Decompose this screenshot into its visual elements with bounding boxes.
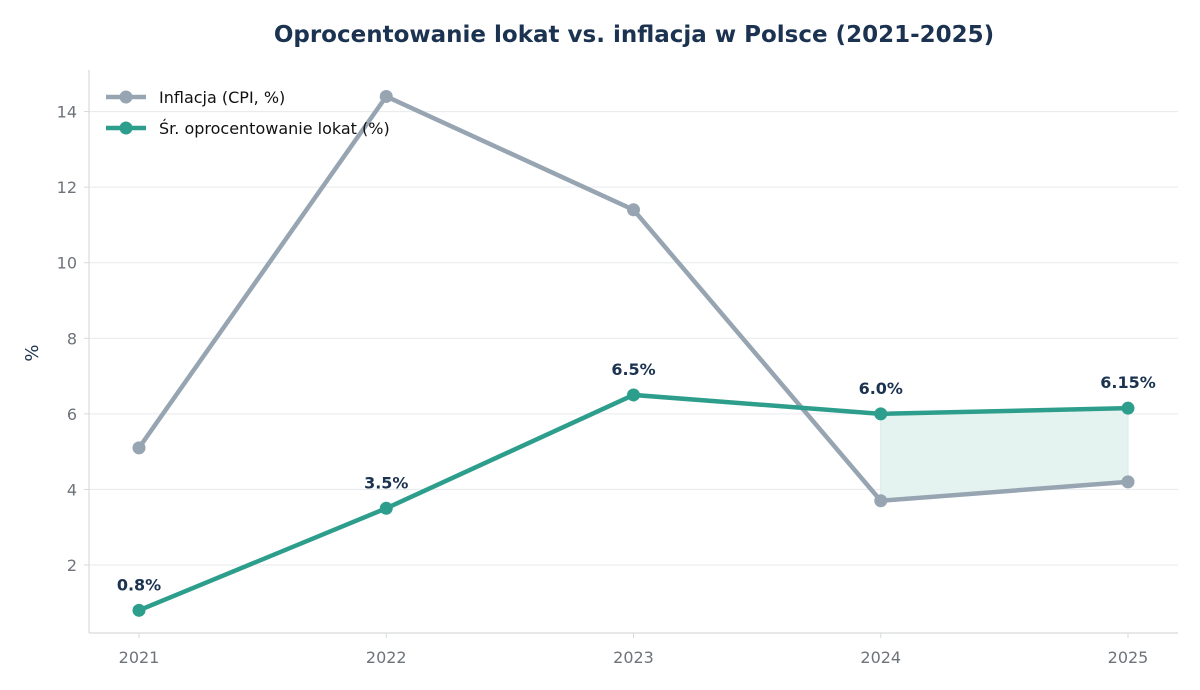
series-2-point [874,407,888,421]
series-1-point [1121,475,1135,489]
legend-swatch-marker [119,121,133,135]
data-label: 3.5% [364,473,408,492]
data-label: 6.5% [611,360,655,379]
x-tick-label: 2023 [613,648,654,667]
x-tick-label: 2022 [366,648,407,667]
legend: Inflacja (CPI, %) Śr. oprocentowanie loka… [106,88,390,138]
legend-swatch-marker [119,90,133,104]
y-tick-label: 2 [67,556,77,575]
series-1-point [627,203,640,217]
series-1-point [379,89,393,103]
series-1-point [874,494,888,508]
data-label: 6.0% [859,379,903,398]
data-label: 0.8% [117,575,161,594]
x-tick-label: 2021 [119,648,160,667]
y-tick-label: 10 [57,254,77,273]
y-tick-label: 8 [67,329,77,348]
y-tick-labels: 2 4 6 8 10 12 14 [57,103,89,575]
grid-lines [89,111,1178,566]
series-layer [132,89,1135,617]
series-2-point [1121,401,1135,415]
legend-label: Inflacja (CPI, %) [159,88,285,107]
series-2-point [132,603,146,617]
legend-label: Śr. oprocentowanie lokat (%) [159,119,390,138]
y-tick-label: 12 [57,178,77,197]
data-labels: 0.8% 3.5% 6.5% 6.0% 6.15% [117,360,1156,594]
x-tick-label: 2024 [860,648,901,667]
x-tick-label: 2025 [1108,648,1149,667]
data-label: 6.15% [1100,373,1156,392]
axes [88,70,1178,634]
series-1-point [132,441,146,455]
y-tick-label: 6 [67,405,77,424]
y-tick-label: 14 [57,103,77,122]
y-tick-label: 4 [67,480,77,499]
series-2-point [627,388,640,402]
x-tick-labels: 2021 2022 2023 2024 2025 [119,633,1149,667]
series-2-point [379,501,393,515]
y-axis-label: % [22,344,43,361]
chart-title: Oprocentowanie lokat vs. inflacja w Pols… [274,22,994,48]
